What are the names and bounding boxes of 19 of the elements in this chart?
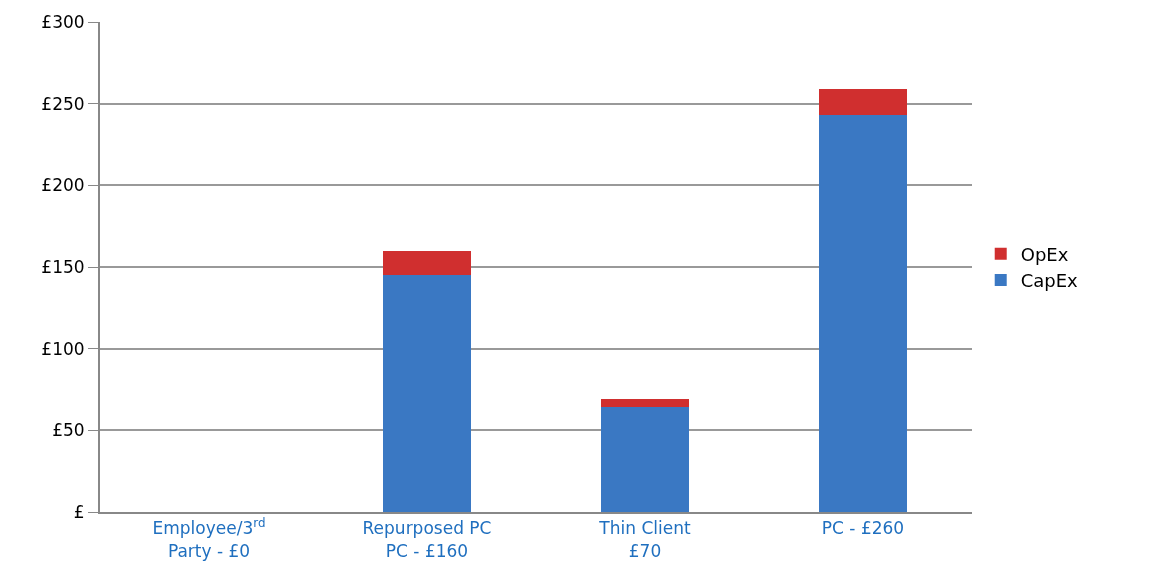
y-tick-label: £50: [52, 420, 85, 441]
bar: [819, 115, 907, 512]
y-tick-label: £250: [41, 93, 85, 114]
bar: [383, 250, 471, 276]
bar: [819, 88, 907, 116]
bar: [601, 407, 689, 512]
y-tick-label: £300: [41, 11, 85, 32]
x-tick-label: Repurposed PC PC - £160: [362, 518, 492, 561]
bar: [383, 275, 471, 512]
x-tick-label: Employee/3$^{rd}$ Party - £0: [152, 516, 266, 561]
x-tick-label: Thin Client £70: [598, 518, 691, 561]
bar: [601, 399, 689, 408]
y-tick-label: £100: [41, 338, 85, 359]
y-tick-label: £200: [41, 175, 85, 196]
x-tick-label: PC - £260: [821, 518, 905, 539]
y-tick-label: £150: [41, 256, 85, 277]
legend-label: CapEx: [1020, 270, 1079, 292]
legend-label: OpEx: [1020, 243, 1069, 265]
y-tick-label: £: [73, 501, 85, 522]
